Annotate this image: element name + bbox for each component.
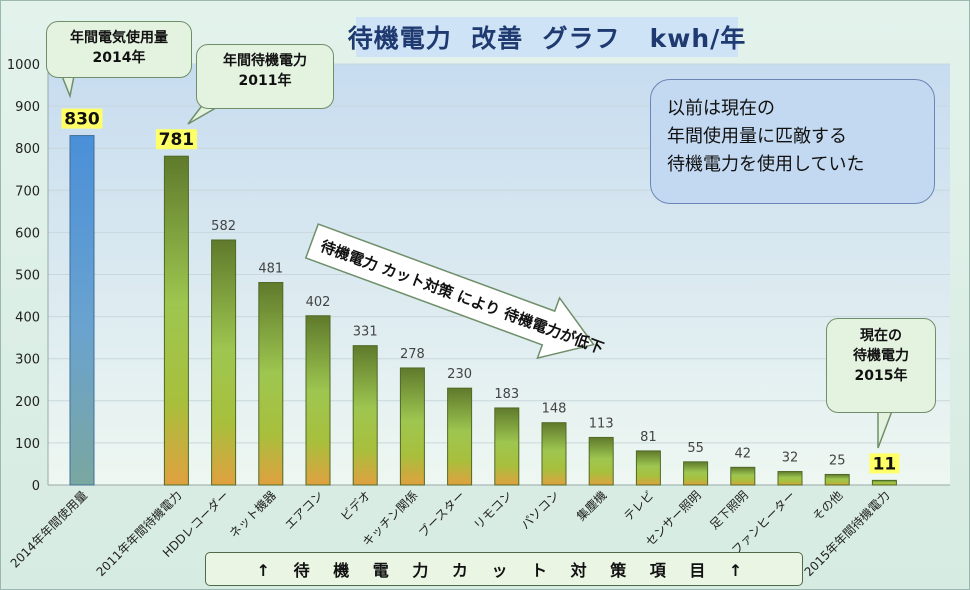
bar <box>399 367 425 486</box>
value-label: 55 <box>687 441 704 456</box>
chart-title: 待機電力 改善 グラフ kwh/年 <box>348 17 745 57</box>
value-label-highlight <box>61 108 103 129</box>
category-label: エアコン <box>282 488 326 532</box>
footer-label: ↑ 待 機 電 力 カ ッ ト 対 策 項 目 ↑ <box>205 552 803 586</box>
value-label-highlight <box>155 129 197 150</box>
value-label: 81 <box>640 430 657 445</box>
category-label: 2011年年間待機電力 <box>93 488 185 580</box>
bar <box>305 315 331 486</box>
callout-standby-now: 現在の 待機電力 2015年 <box>826 318 936 413</box>
value-label: 481 <box>258 261 283 276</box>
value-label: 183 <box>494 387 519 402</box>
y-tick-label: 500 <box>15 269 40 284</box>
bar <box>447 387 473 486</box>
category-label: ネット機器 <box>226 488 279 541</box>
bar <box>730 466 756 486</box>
value-label: 42 <box>735 446 752 461</box>
value-label: 278 <box>400 347 425 362</box>
y-tick-label: 900 <box>15 100 40 115</box>
value-label: 25 <box>829 453 846 468</box>
bar <box>494 407 520 486</box>
y-tick-label: 700 <box>15 184 40 199</box>
value-label: 113 <box>589 416 614 431</box>
category-label: 足下照明 <box>707 488 751 532</box>
bar <box>683 461 709 486</box>
value-label: 32 <box>782 451 799 466</box>
y-tick-label: 200 <box>15 395 40 410</box>
value-label: 582 <box>211 219 236 234</box>
value-label: 402 <box>306 295 331 310</box>
category-label: 集塵機 <box>573 488 609 524</box>
bar <box>69 135 95 486</box>
bar <box>541 422 567 486</box>
bar <box>777 471 803 486</box>
y-tick-label: 400 <box>15 311 40 326</box>
y-tick-label: 300 <box>15 353 40 368</box>
value-label: 781 <box>159 130 195 150</box>
y-tick-label: 1000 <box>7 58 40 73</box>
category-label: ビデオ <box>337 488 373 524</box>
callout-standby-2011: 年間待機電力 2011年 <box>196 44 334 109</box>
category-label: その他 <box>810 488 845 523</box>
bar <box>352 345 378 486</box>
bar <box>588 436 614 486</box>
bar <box>163 155 189 486</box>
y-tick-label: 0 <box>32 479 40 494</box>
value-label: 331 <box>353 325 378 340</box>
bar <box>871 479 897 486</box>
bar <box>635 450 661 486</box>
value-label-highlight <box>869 453 900 474</box>
value-label: 230 <box>447 367 472 382</box>
category-label: ブースター <box>415 488 468 541</box>
y-tick-label: 600 <box>15 226 40 241</box>
bar <box>258 281 284 486</box>
category-label: リモコン <box>471 488 515 532</box>
value-label: 11 <box>873 454 897 474</box>
value-label: 148 <box>542 402 567 417</box>
value-label: 830 <box>64 110 100 130</box>
y-tick-label: 100 <box>15 437 40 452</box>
category-label: 2014年年間使用量 <box>7 488 90 571</box>
bar <box>824 473 850 486</box>
category-label: 2015年年間待機電力 <box>801 488 893 580</box>
bar <box>211 239 237 486</box>
note-box: 以前は現在の 年間使用量に匹敵する 待機電力を使用していた <box>650 79 935 204</box>
category-label: パソコン <box>518 488 562 532</box>
y-tick-label: 800 <box>15 142 40 157</box>
arrow-shape <box>304 223 595 360</box>
category-label: テレビ <box>621 488 656 523</box>
callout-usage-2014: 年間電気使用量 2014年 <box>46 21 192 78</box>
